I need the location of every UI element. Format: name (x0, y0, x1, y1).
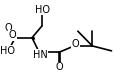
Text: HN: HN (33, 50, 48, 60)
Text: O: O (56, 62, 64, 72)
Text: O: O (4, 23, 12, 33)
Text: HO: HO (35, 5, 50, 15)
Text: HO: HO (1, 46, 15, 56)
Text: O: O (72, 39, 79, 49)
Text: O: O (9, 30, 17, 40)
